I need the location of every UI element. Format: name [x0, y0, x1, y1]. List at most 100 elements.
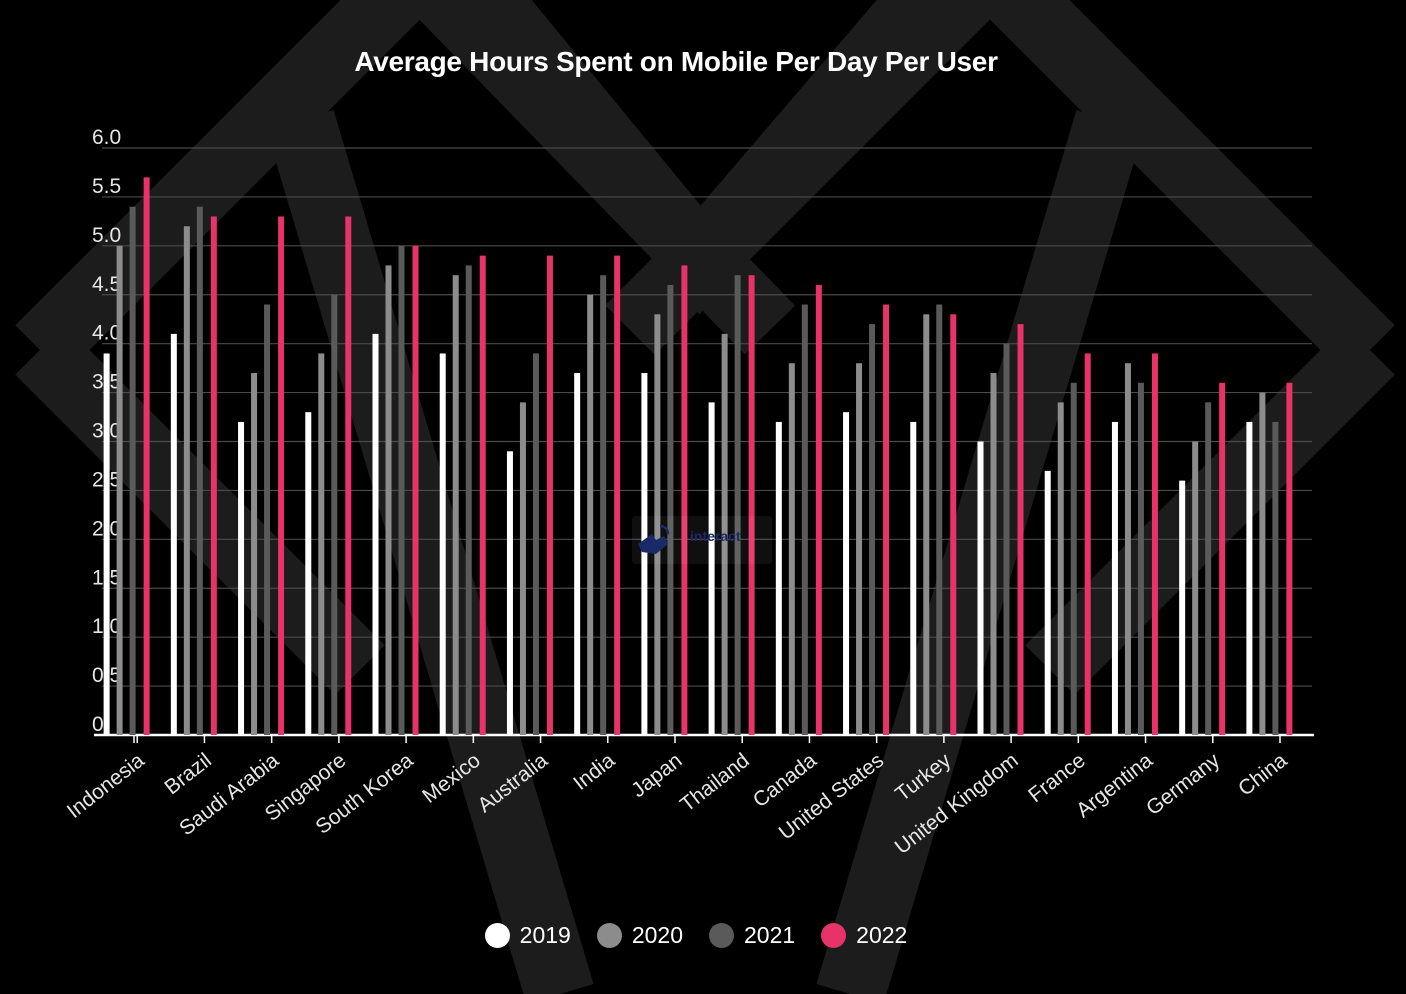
bar	[1192, 441, 1199, 735]
bar	[667, 284, 674, 735]
y-tick-label: 4.5	[92, 273, 121, 296]
bar	[305, 412, 312, 735]
bar	[143, 177, 150, 736]
bar	[103, 353, 110, 735]
x-category-label: Thailand	[676, 749, 754, 817]
bar	[654, 314, 661, 735]
bar	[116, 245, 123, 736]
bar	[990, 373, 997, 735]
bar	[641, 373, 648, 735]
bar	[1111, 421, 1118, 735]
bar	[600, 275, 607, 735]
legend-swatch	[484, 923, 510, 948]
bar	[170, 333, 177, 735]
bar	[1219, 382, 1226, 735]
bar	[587, 294, 594, 735]
bar	[681, 265, 688, 735]
bar	[574, 373, 581, 735]
legend: 2019 2020 2021 2022	[0, 922, 1392, 949]
bar	[788, 363, 795, 735]
x-category-label: Germany	[1142, 749, 1225, 821]
bar	[1272, 421, 1279, 735]
x-category-label: Japan	[627, 749, 686, 802]
bar	[950, 314, 957, 735]
bar	[238, 421, 245, 735]
bar	[519, 402, 526, 735]
bar	[910, 421, 917, 735]
bar	[1044, 470, 1051, 735]
x-category-label: China	[1234, 749, 1292, 801]
y-tick-label: 0	[92, 713, 104, 736]
y-tick-label: 4.0	[92, 322, 121, 345]
bar	[815, 284, 822, 735]
y-tick-label: 5.0	[92, 224, 121, 247]
bar	[1003, 343, 1010, 735]
bar	[479, 255, 486, 735]
legend-label: 2021	[744, 922, 796, 948]
bar	[398, 245, 405, 736]
bar	[439, 353, 446, 735]
bar	[210, 216, 217, 735]
legend-item: 2020	[596, 922, 683, 949]
x-category-label: Brazil	[160, 749, 216, 799]
legend-label: 2022	[856, 922, 908, 948]
bar	[1057, 402, 1064, 735]
bar	[1205, 402, 1212, 735]
legend-item: 2019	[484, 922, 571, 949]
bar	[318, 353, 325, 735]
bar	[264, 304, 271, 735]
legend-item: 2022	[821, 922, 907, 949]
x-category-label: Argentina	[1072, 749, 1157, 823]
bar	[1137, 382, 1144, 735]
bar	[721, 333, 728, 735]
bar	[801, 304, 808, 735]
bar	[183, 226, 190, 735]
bar	[775, 421, 782, 735]
bar	[372, 333, 379, 735]
x-category-label: Australia	[473, 749, 552, 818]
x-category-label: India	[569, 749, 619, 795]
bar	[734, 275, 741, 735]
bar	[546, 255, 553, 735]
bar	[385, 265, 392, 735]
chart-title: Average Hours Spent on Mobile Per Day Pe…	[354, 46, 998, 77]
bar	[856, 363, 863, 735]
bar	[465, 265, 472, 735]
bar	[923, 314, 930, 735]
bar	[532, 353, 539, 735]
bar	[1070, 382, 1077, 735]
bar	[1151, 353, 1158, 735]
bar	[869, 324, 876, 735]
x-category-label: Indonesia	[63, 749, 149, 823]
bar	[748, 275, 755, 735]
bar	[1124, 363, 1131, 735]
bar	[412, 245, 419, 736]
bar	[1017, 324, 1024, 735]
watermark: interact	[632, 516, 772, 564]
legend-label: 2019	[519, 922, 571, 948]
x-category-label: United Kingdom	[891, 749, 1023, 859]
bar	[251, 373, 258, 735]
bar	[843, 412, 850, 735]
bar	[1246, 421, 1253, 735]
legend-item: 2021	[709, 922, 795, 949]
y-tick-label: 6.0	[92, 126, 121, 149]
bar	[129, 206, 136, 735]
y-tick-label: 5.5	[92, 175, 121, 198]
legend-swatch	[709, 923, 734, 948]
bar	[1179, 480, 1186, 735]
bar	[708, 402, 715, 735]
legend-label: 2020	[631, 922, 683, 948]
watermark-text: interact	[690, 528, 741, 544]
bar	[345, 216, 352, 735]
bar	[936, 304, 943, 735]
cursor-hand-icon	[638, 524, 670, 554]
bar	[1259, 392, 1266, 735]
bar	[506, 451, 513, 735]
legend-swatch	[596, 923, 622, 948]
bar	[883, 304, 890, 735]
bar	[614, 255, 621, 735]
bar	[278, 216, 285, 735]
bar	[452, 275, 459, 735]
